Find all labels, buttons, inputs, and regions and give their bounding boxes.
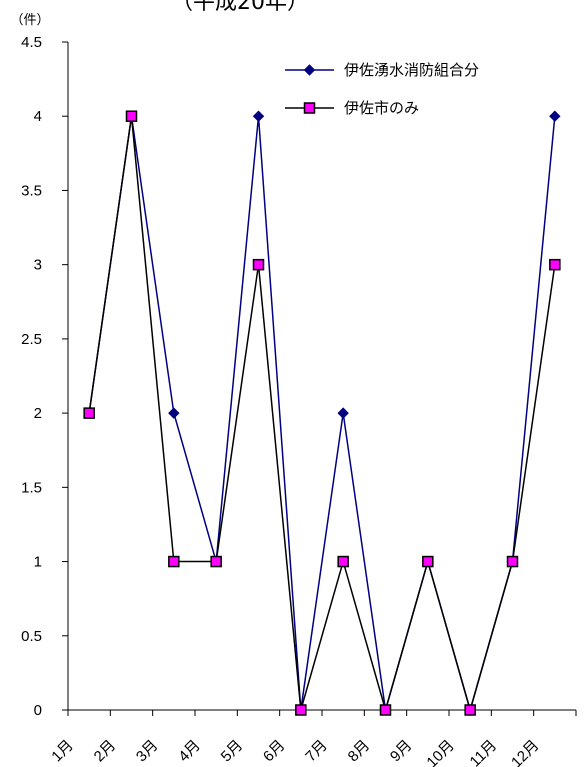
x-tick-label: 10月 <box>423 737 457 767</box>
x-tick-label: 5月 <box>218 737 247 766</box>
series-2 <box>83 110 561 716</box>
y-tick-label: 1 <box>34 554 42 571</box>
legend-marker <box>303 64 316 76</box>
data-point <box>337 407 349 419</box>
x-tick-label: 9月 <box>387 737 416 766</box>
series-1 <box>83 110 561 716</box>
x-tick-label: 7月 <box>302 737 331 766</box>
x-tick-label: 8月 <box>345 737 374 766</box>
legend-item-1: 伊佐湧水消防組合分 <box>285 61 479 79</box>
y-tick-label: 2.5 <box>21 331 42 348</box>
data-point <box>252 258 265 271</box>
data-point <box>464 704 476 716</box>
x-tick-label: 1月 <box>48 737 77 766</box>
legend-label: 伊佐市のみ <box>344 99 419 117</box>
y-tick-label: 0.5 <box>21 628 42 645</box>
y-tick-label: 3.5 <box>21 182 42 199</box>
chart-title: （平成20年） <box>171 0 309 15</box>
x-tick-label: 6月 <box>260 737 289 766</box>
data-point <box>506 555 519 568</box>
data-point <box>168 407 180 419</box>
series-line <box>88 116 556 713</box>
y-tick-label: 1.5 <box>21 479 42 496</box>
x-tick-label: 11月 <box>467 737 501 767</box>
x-tick-label: 12月 <box>508 737 542 767</box>
data-point <box>83 407 95 419</box>
y-tick-label: 4.5 <box>21 34 42 51</box>
data-point <box>168 555 180 568</box>
y-tick-label: 2 <box>34 405 42 422</box>
axes: 0 0.5 1 1.5 2 2.5 3 3.5 4 4.5 1月 2月 3月 4月 5月 6月 7月 8月 9月 10… <box>21 34 577 767</box>
x-tick-label: 4月 <box>175 737 204 766</box>
y-unit-label: （件） <box>10 13 49 28</box>
data-point <box>252 110 265 122</box>
y-tick-label: 3 <box>34 257 42 274</box>
data-point <box>549 110 561 122</box>
data-point <box>295 704 307 716</box>
legend-label: 伊佐湧水消防組合分 <box>344 61 479 79</box>
y-tick-label: 4 <box>34 108 42 125</box>
data-point <box>210 555 222 568</box>
y-tick-label: 0 <box>34 702 42 719</box>
data-point <box>379 704 392 716</box>
data-point <box>549 258 561 271</box>
legend-item-2: 伊佐市のみ <box>285 99 419 117</box>
x-tick-label: 2月 <box>91 737 120 766</box>
data-point <box>337 555 349 568</box>
data-point <box>125 110 138 122</box>
data-point <box>422 555 434 568</box>
x-tick-label: 3月 <box>133 737 162 766</box>
legend-marker <box>303 102 316 114</box>
series-layer <box>83 110 561 716</box>
